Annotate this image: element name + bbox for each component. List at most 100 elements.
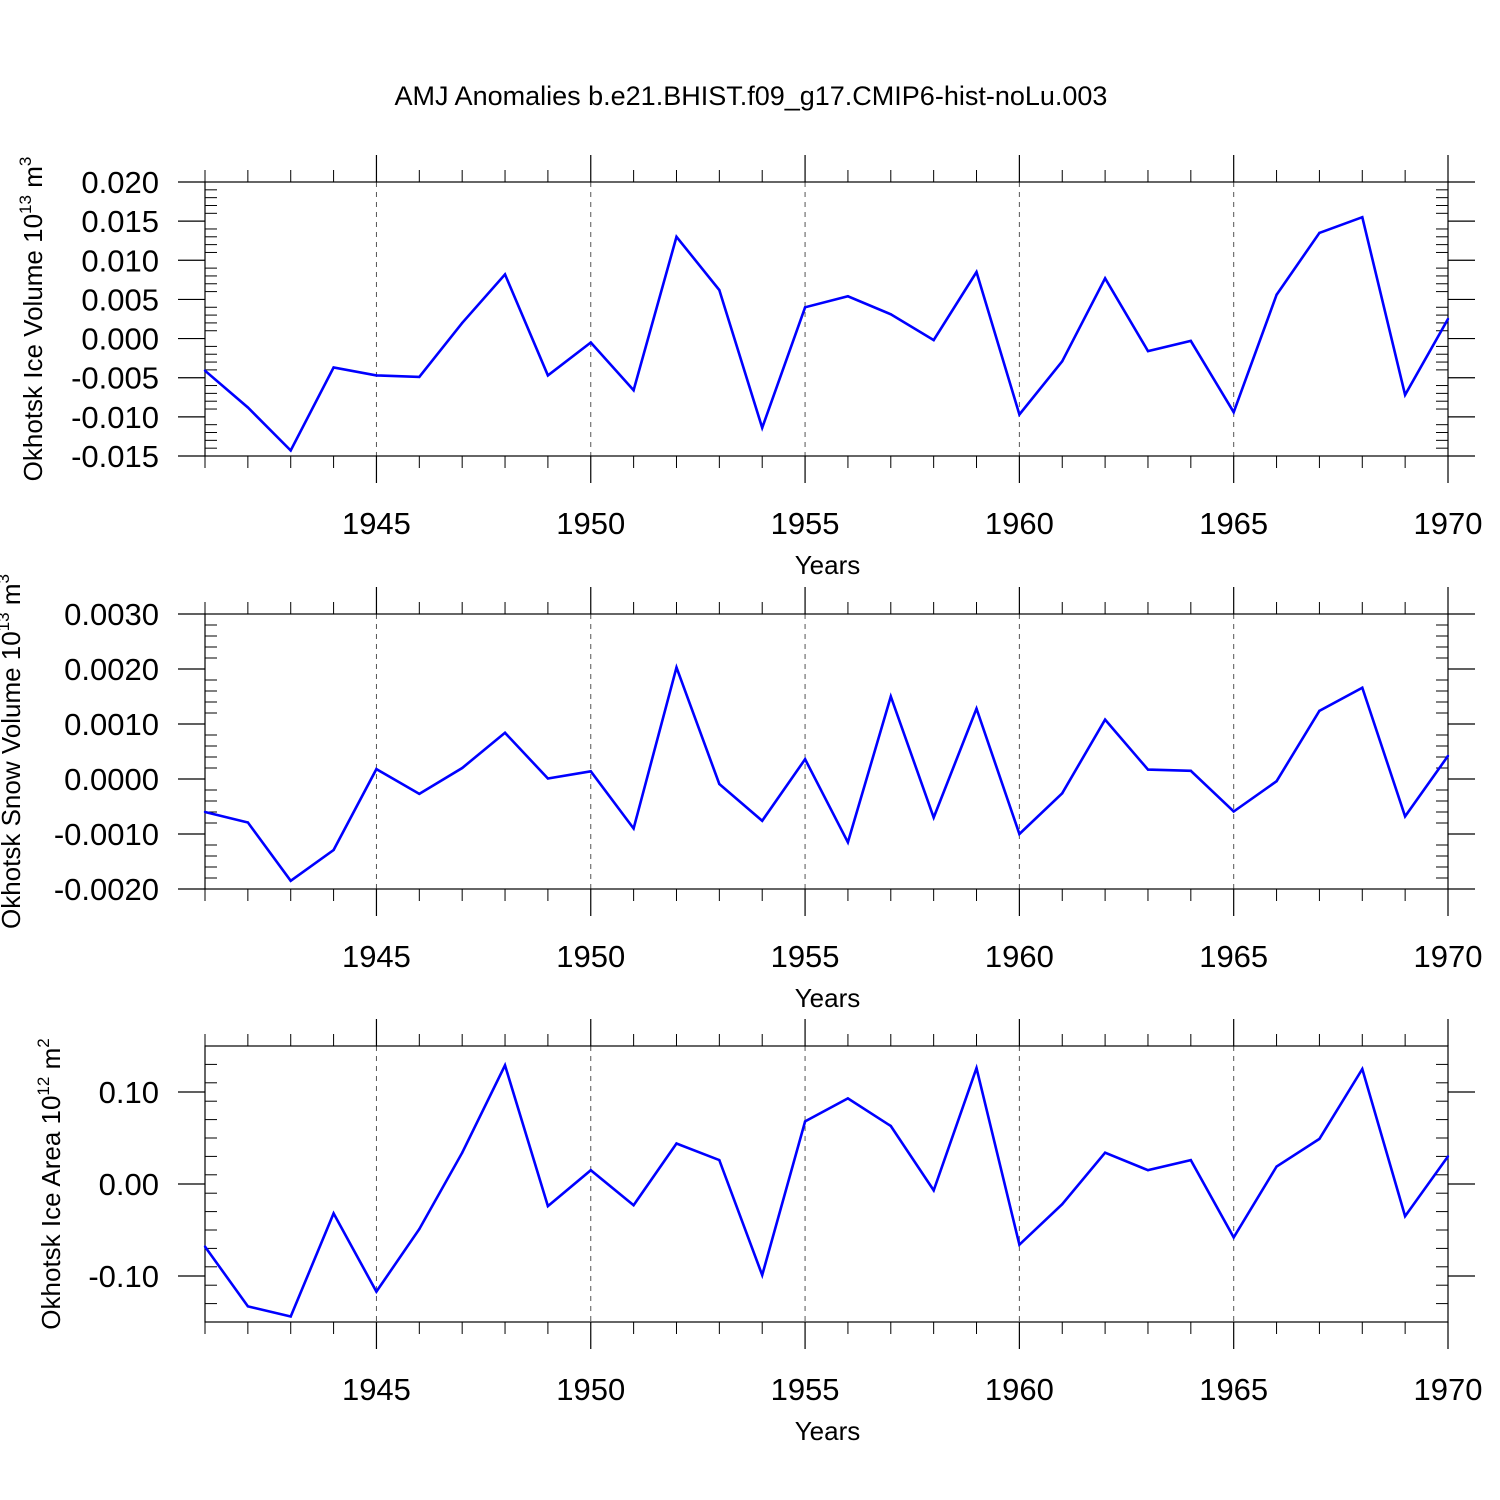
plot-frame [204,1045,1449,1323]
data-point [889,695,892,698]
data-point [460,1151,464,1154]
y-tick-label: -0.005 [71,361,159,396]
x-tick-label: 1965 [1199,1372,1268,1407]
data-point [1446,317,1450,321]
panel-1: -0.015 -0.010 -0.005 0.000 0.005 0.010 0.015 0.… [16,155,1482,580]
data-point [632,1203,635,1207]
y-axis-title-exponent: 13 [0,612,13,631]
y-tick-label: -0.010 [71,400,159,435]
data-point [1018,1243,1021,1246]
data-point [932,338,935,342]
x-tick-label: 1955 [771,1372,840,1407]
y-axis-title-exponent: 12 [34,1077,53,1096]
y-axis-title-unit-exponent: 2 [34,1038,53,1047]
y-tick-label: 0.005 [81,282,159,317]
x-tick-label: 1950 [556,506,625,541]
panel-3: -0.10 0.00 0.10 1945 1950 1955 1960 1965 1970 Yea… [34,1019,1482,1446]
plot-frame [204,613,1449,890]
y-tick-label: 0.020 [81,165,159,200]
y-tick-label: -0.015 [71,439,159,474]
data-point [589,341,592,344]
data-point [1446,1155,1450,1158]
data-point [1103,718,1107,721]
y-axis-title-text: Okhotsk Ice Volume 10 [18,214,48,481]
data-point [375,1290,378,1293]
data-point [932,1189,935,1192]
data-point [718,782,721,786]
y-axis-title: Okhotsk Snow Volume 1013 m3 [0,574,26,929]
data-point [1146,349,1150,353]
panel-2: -0.0020 -0.0010 0.0000 0.0010 0.0020 0.0030 19… [0,574,1482,1013]
data-point [1018,413,1021,416]
series-line [203,1061,1450,1319]
y-tick-label: -0.10 [88,1259,159,1294]
x-tick-label: 1945 [342,1372,411,1407]
data-point [460,766,464,770]
data-point [1061,1203,1064,1206]
x-tick-label: 1945 [342,939,411,974]
data-point [418,792,421,796]
y-tick-label: 0.0010 [64,707,159,742]
data-point [418,1227,421,1231]
data-point [1403,815,1407,818]
data-point [675,1142,678,1145]
data-point [203,369,207,372]
y-axis-title-unit: m [0,583,26,612]
x-tick-label: 1955 [771,506,840,541]
x-tick-label: 1955 [771,939,840,974]
x-tick-label: 1970 [1414,939,1483,974]
data-point [975,1066,978,1070]
data-point [1232,410,1235,414]
plot-frame [204,181,1449,457]
y-axis-title-exponent: 13 [16,195,35,214]
data-point [1446,754,1450,758]
y-tick-label: 0.015 [81,204,159,239]
data-point [1103,277,1107,280]
data-point [1403,393,1407,397]
data-point [761,426,764,430]
data-point [418,375,421,379]
data-point [289,449,292,452]
y-axis-title-text: Okhotsk Ice Area 10 [36,1096,66,1330]
data-point [332,1212,335,1215]
data-point [503,273,507,276]
data-point [803,306,807,309]
data-point [932,816,935,819]
data-point [761,1273,764,1277]
data-point [1361,1067,1364,1071]
data-point [675,235,678,238]
data-point [1318,231,1321,235]
data-point [1318,1137,1321,1141]
data-point [546,1204,550,1208]
x-axis-title: Years [795,1416,861,1446]
data-point [332,848,335,852]
data-point [1232,810,1235,813]
series-line [204,663,1450,883]
x-tick-label: 1965 [1199,506,1268,541]
data-point [503,731,507,734]
y-tick-label: -0.0010 [54,817,159,852]
data-point [1275,1165,1278,1168]
data-point [246,406,250,409]
data-point [1361,216,1364,219]
data-point [546,374,550,377]
data-point [803,758,807,761]
data-point [675,666,678,669]
data-point [975,707,978,710]
x-tick-label: 1960 [985,1372,1054,1407]
data-point [203,810,207,814]
data-point [1146,768,1150,771]
y-axis-title-unit: m [36,1048,66,1077]
data-point [589,770,592,773]
y-tick-label: 0.00 [99,1167,159,1202]
y-tick-label: 0.000 [81,322,159,357]
y-tick-label: 0.010 [81,243,159,278]
data-point [1061,360,1064,363]
x-tick-label: 1965 [1199,939,1268,974]
data-point [1275,780,1278,783]
x-axis-title: Years [795,983,861,1013]
x-tick-label: 1970 [1414,1372,1483,1407]
data-point [1061,792,1064,795]
x-axis-title: Years [795,550,861,580]
data-point [1318,709,1321,712]
